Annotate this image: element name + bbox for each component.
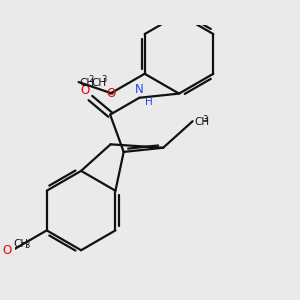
Text: O: O xyxy=(2,244,11,257)
Text: CH: CH xyxy=(14,239,28,249)
Text: CH: CH xyxy=(91,78,106,88)
Text: H: H xyxy=(145,97,152,107)
Text: 3: 3 xyxy=(202,115,208,124)
Text: 2: 2 xyxy=(88,75,94,84)
Text: 3: 3 xyxy=(24,241,30,250)
Text: CH: CH xyxy=(80,78,95,88)
Text: O: O xyxy=(80,84,89,97)
Text: CH: CH xyxy=(195,117,210,127)
Text: N: N xyxy=(135,83,144,96)
Text: 3: 3 xyxy=(101,75,106,84)
Text: O: O xyxy=(107,87,116,100)
